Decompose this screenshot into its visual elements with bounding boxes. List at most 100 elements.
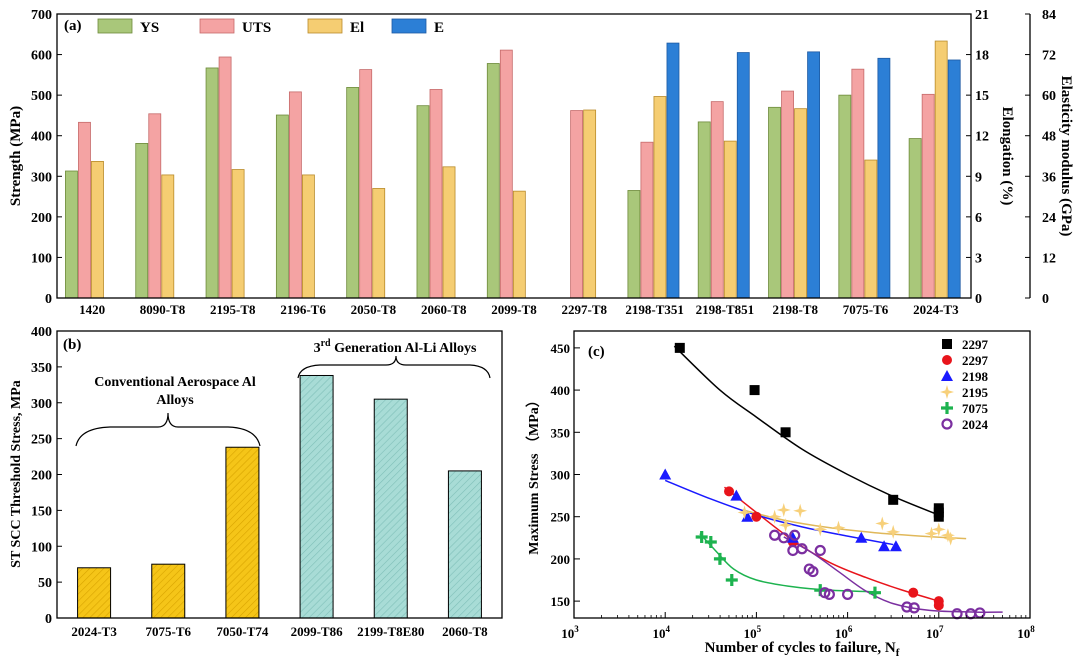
bar-ys-2196-t6 [275,114,289,299]
panel-a-modulus-axis: 0 12 24 36 48 60 72 84 [1025,8,1056,307]
panel-a-left-axis: 0 100 200 300 400 500 600 700 [31,8,62,307]
fit-curve-2198-triangle [664,479,894,546]
panel-a-bars [65,40,961,299]
point-7075-plus [725,574,738,587]
panel-a-y3tick-label: 72 [1042,49,1056,64]
panel-c-ytick-label: 300 [551,468,571,483]
panel-a-y2tick-label: 21 [975,8,989,23]
bar-uts-2196-t6 [288,91,302,299]
panel-c-ytick-label: 450 [551,341,571,356]
panel-c-xtick-label: 106 [835,624,853,641]
bar-ys-2195-t8 [205,67,219,299]
legend-swatch-el [307,18,343,34]
panel-a-y2tick-label: 3 [975,251,982,266]
panel-a-ytick-label: 500 [31,89,52,104]
panel-c-fit-curves [664,345,1003,613]
panel-a-xtick-label: 7075-T6 [843,302,889,317]
bar-e-2198-t8 [807,51,820,299]
bar-ys-2198-t851 [697,121,711,299]
fit-curve-2195-star [742,509,967,540]
panel-a-ytick-label: 0 [45,292,52,307]
gen3-annotation: 3rd Generation Al-Li Alloys [314,338,477,356]
panel-b-ytick-label: 300 [31,397,52,412]
point-7075-plus [868,586,881,599]
scc-bar-2099-t86 [299,374,334,619]
bar-ys-2198-t8 [768,106,781,299]
bar-ys-2024-t3 [908,138,922,299]
point-2195-star [776,502,791,517]
panel-c-data-points [659,342,986,620]
bar-el-2024-t3 [934,40,948,299]
legend-label-2198-triangle: 2198 [962,369,989,384]
bar-e-2198-t351 [666,42,680,299]
bar-uts-2195-t8 [218,56,232,299]
panel-b-ytick-label: 150 [31,504,52,519]
bar-uts-2024-t3 [921,93,935,299]
legend-label-7075-plus: 7075 [962,401,989,416]
point-2297-square [674,342,685,353]
point-2024-ring [769,529,781,541]
point-7075-plus [695,530,708,543]
bar-e-7075-t6 [877,57,891,299]
panel-a-y3tick-label: 36 [1042,170,1056,185]
panel-a-ytick-label: 200 [31,211,52,226]
panel-b-ytick-label: 250 [31,433,52,448]
panel-a-ytick-label: 700 [31,8,52,23]
panel-b-xtick-label: 2099-T86 [291,624,344,639]
panel-a-xtick-label: 2198-T351 [625,302,684,317]
bar-uts-7075-t6 [851,68,865,299]
panel-b-ylabel: ST SCC Threshold Stress, MPa [9,380,24,568]
panel-a-xtick-label: 2198-T851 [696,302,755,317]
point-2198-triangle [889,540,902,552]
point-2195-star [931,522,946,537]
scc-bar-2199-t8e80 [373,398,408,619]
fit-curve-2024-ring [783,536,1003,613]
scc-bar-2060-t8 [447,470,482,619]
point-7075-plus [713,552,726,565]
panel-b-ytick-label: 400 [31,325,52,340]
panel-a-y2tick-label: 12 [975,130,989,145]
bar-uts-2297-t8 [570,110,584,299]
bar-uts-8090-t8 [148,113,162,299]
conventional-annotation-line1: Conventional Aerospace Al [94,375,256,390]
point-2024-ring [965,608,977,620]
panel-a-category-labels: 1420 8090-T8 2195-T8 2196-T6 2050-T8 2060-T8 2… [79,302,959,317]
panel-c-label: (c) [588,344,605,360]
bar-uts-2060-t8 [429,89,443,299]
panel-a-ytick-label: 100 [31,251,52,266]
point-2297-square [888,494,899,505]
panel-a-ytick-label: 300 [31,170,52,185]
panel-c-xlabel-sub: f [896,647,900,659]
point-2024-ring [951,608,963,620]
legend-swatch-e [391,18,427,34]
bar-el-2198-t8 [794,108,807,299]
fit-curve-2297-circle [724,486,940,602]
bar-el-2195-t8 [231,169,245,299]
bar-el-2050-t8 [372,188,386,299]
panel-a-legend: YS UTS El E [97,18,444,36]
gen3-bracket [297,355,491,379]
bar-el-8090-t8 [161,174,175,299]
panel-b-category-labels: 2024-T3 7075-T6 7050-T74 2099-T86 2199-T8E80… [71,624,488,639]
panel-a-xtick-label: 2060-T8 [421,302,467,317]
panel-b-y-axis: 0 50 100 150 200 250 300 350 400 [31,325,62,627]
point-2198-triangle [730,489,743,501]
bar-ys-8090-t8 [135,143,149,299]
point-2195-star [793,503,808,518]
point-2024-ring [778,532,790,544]
panel-c-xtick-label: 103 [561,624,579,641]
panel-a-y3label: Elasticity modulus (GPa) [1058,76,1074,237]
legend-label-2297-circle: 2297 [962,353,989,368]
legend-marker-2297-circle [942,355,952,365]
point-2198-triangle [741,510,754,522]
legend-label-uts: UTS [242,20,271,36]
panel-a-y2tick-label: 6 [975,211,982,226]
panel-a-y3tick-label: 12 [1042,251,1056,266]
point-2195-star [943,531,958,546]
panel-c-fatigue-chart: 150 200 250 300 350 400 450 103 104 105 106 107 108… [526,330,1035,659]
panel-c-ytick-label: 400 [551,383,571,398]
panel-a-xtick-label: 2198-T8 [772,302,818,317]
bar-e-2198-t851 [736,52,750,299]
